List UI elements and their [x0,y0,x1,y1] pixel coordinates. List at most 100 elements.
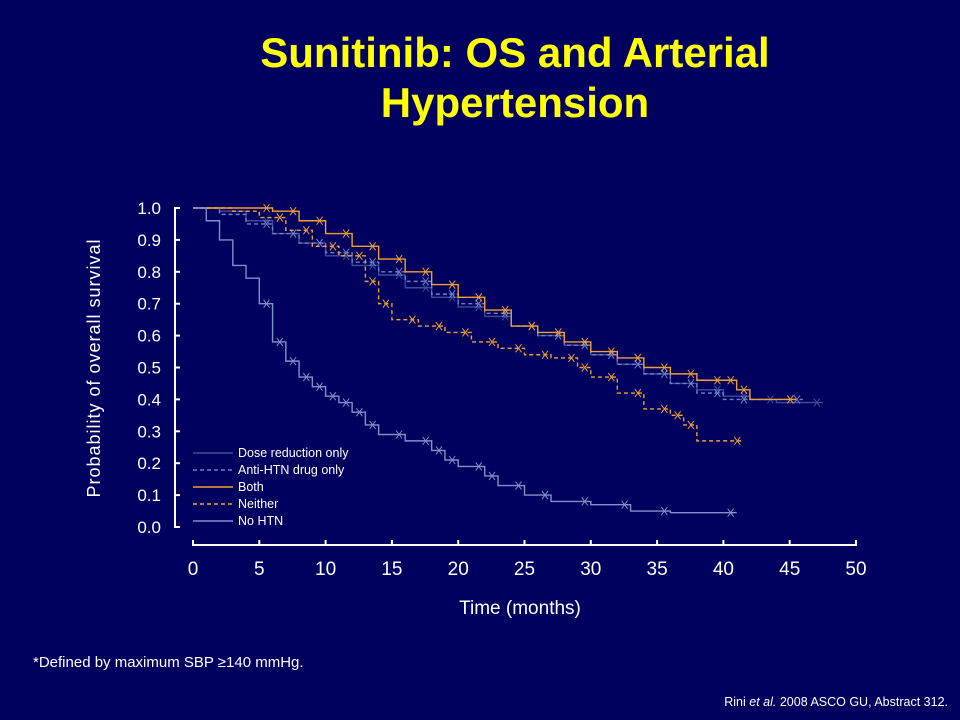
censor-mark [302,372,310,382]
chart-axes: 0.0 0.1 0.2 0.3 0.4 0.5 0.6 0.7 0.8 0.9 1.0 0 5 10 15 2… [137,199,866,580]
censor-mark [660,363,668,372]
censor-mark [289,206,297,216]
censor-mark [355,407,363,417]
chart-series [193,203,823,517]
censor-mark [727,375,735,385]
censor-mark [660,369,668,379]
x-tick-label: 5 [254,559,265,580]
censor-mark [369,257,377,267]
censor-mark [435,321,443,331]
censor-mark [515,344,522,353]
censor-mark [793,395,801,404]
censor-mark [435,446,443,455]
legend-label: Anti-HTN drug only [238,463,345,477]
citation-author: Rini [724,695,746,709]
slide-title-line-1: Sunitinib: OS and Arterial [260,29,770,76]
censor-mark [660,404,668,414]
censor-mark [634,360,642,369]
censor-mark [329,241,337,251]
censor-mark [329,391,337,401]
legend-label: Neither [238,497,278,511]
series-neither [193,207,744,446]
censor-mark [501,305,509,315]
censor-mark [263,299,270,308]
censor-mark [369,277,377,286]
censor-mark [342,229,350,238]
censor-mark [634,388,642,398]
censor-mark [687,379,695,388]
x-tick-label: 40 [713,559,734,580]
censor-mark [316,382,323,391]
censor-mark [621,500,628,509]
censor-mark [316,216,323,226]
y-tick-label: 0.4 [137,390,161,409]
chart-legend: Dose reduction only Anti-HTN drug only Bot… [193,446,349,528]
legend-label: No HTN [238,514,283,528]
censor-mark [369,420,377,430]
censor-mark [568,353,575,363]
censor-mark [488,337,496,347]
y-tick-label: 0.5 [137,359,161,378]
censor-mark [355,251,363,261]
censor-mark [727,508,735,517]
censor-mark [581,337,589,347]
citation: Rini et al. 2008 ASCO GU, Abstract 312. [724,695,948,709]
censor-mark [409,315,416,324]
censor-mark [541,490,549,500]
censor-mark [687,369,695,379]
series-line [193,207,823,404]
censor-mark [488,471,496,481]
y-tick-label: 0.9 [137,231,161,250]
censor-mark [541,350,549,360]
x-tick-label: 10 [315,559,336,580]
y-tick-label: 0.8 [137,263,161,282]
censor-mark [581,497,589,506]
censor-mark [813,398,821,407]
censor-mark [342,398,350,407]
x-tick-label: 35 [647,559,668,580]
censor-mark [554,328,562,337]
y-tick-label: 0.7 [137,295,161,314]
y-tick-label: 0.1 [137,486,161,505]
censor-mark [714,375,721,385]
censor-mark [448,455,456,465]
censor-mark [515,481,522,490]
censor-mark [581,363,589,372]
censor-mark [528,321,536,331]
censor-mark [607,372,615,382]
censor-mark [382,299,390,308]
censor-mark [369,241,377,251]
y-tick-label: 0.0 [137,518,161,537]
x-tick-label: 15 [381,559,402,580]
legend-label: Dose reduction only [238,446,349,460]
censor-mark [263,219,270,229]
censor-mark [462,328,469,337]
censor-mark [422,283,430,293]
series-anti-htn-drug-only [193,207,803,404]
series-line [193,207,737,514]
series-no-htn [193,207,737,517]
slide-title: Sunitinib: OS and Arterial Hypertension [0,28,960,128]
x-tick-label: 0 [188,559,199,580]
censor-mark [634,353,642,363]
censor-mark [395,254,403,264]
censor-mark [448,280,456,289]
y-tick-label: 0.3 [137,422,161,441]
y-tick-label: 1.0 [137,199,161,218]
censor-mark [422,277,430,286]
footnote: *Defined by maximum SBP ≥140 mmHg. [33,654,304,671]
series-both [193,203,797,404]
censor-mark [607,347,615,356]
censor-mark [687,420,695,430]
citation-etal: et al. [745,695,777,709]
censor-mark [302,226,310,235]
censor-mark [786,395,794,404]
censor-mark [475,462,483,471]
x-tick-label: 45 [779,559,800,580]
series-line [193,207,744,442]
censor-mark [475,299,483,308]
censor-mark [395,430,403,439]
censor-mark [422,267,430,277]
censor-mark [395,267,403,277]
